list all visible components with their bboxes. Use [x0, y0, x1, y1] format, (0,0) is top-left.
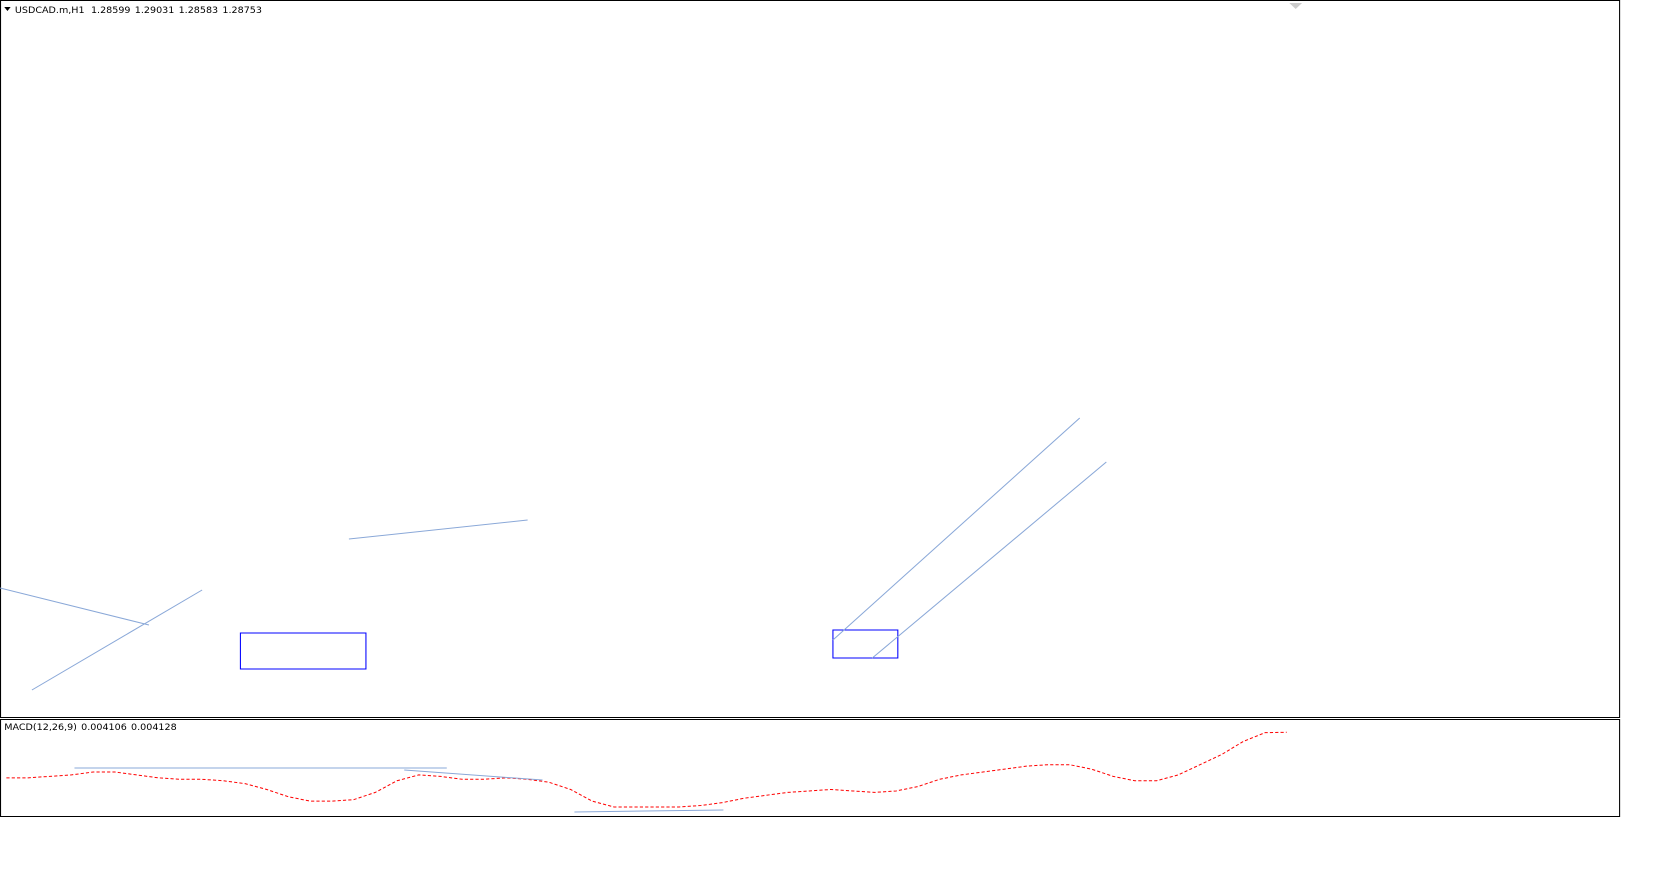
chart-header: USDCAD.m,H1 1.28599 1.29031 1.28583 1.28753 [15, 5, 262, 16]
macd-name: MACD(12,26,9) [4, 722, 77, 733]
trend-line [348, 519, 528, 540]
trend-line [574, 809, 724, 813]
header-low: 1.28583 [179, 5, 219, 16]
trend-line [404, 769, 543, 781]
labels: USDCAD.m,H1 1.28599 1.29031 1.28583 1.28753 … [4, 5, 262, 733]
macd-header: MACD(12,26,9) 0.004106 0.004128 [4, 722, 177, 733]
trend-line [832, 417, 1081, 641]
header-close: 1.28753 [222, 5, 262, 16]
box-drawing [239, 632, 367, 670]
main-pane-frame [0, 0, 1621, 718]
macd-signal [6, 731, 1287, 808]
shift-marker [1289, 3, 1303, 9]
trend-line [871, 461, 1107, 659]
macd-pane-frame [0, 719, 1621, 817]
trend-line [0, 587, 150, 626]
symbol: USDCAD.m,H1 [15, 5, 85, 16]
header-high: 1.29031 [135, 5, 175, 16]
macd-value: 0.004106 [81, 722, 127, 733]
menu-arrow [4, 7, 11, 11]
header-open: 1.28599 [91, 5, 131, 16]
signal-value: 0.004128 [131, 722, 177, 733]
trend-line [31, 589, 203, 691]
box-drawing [832, 629, 899, 659]
plot [6, 731, 1287, 808]
